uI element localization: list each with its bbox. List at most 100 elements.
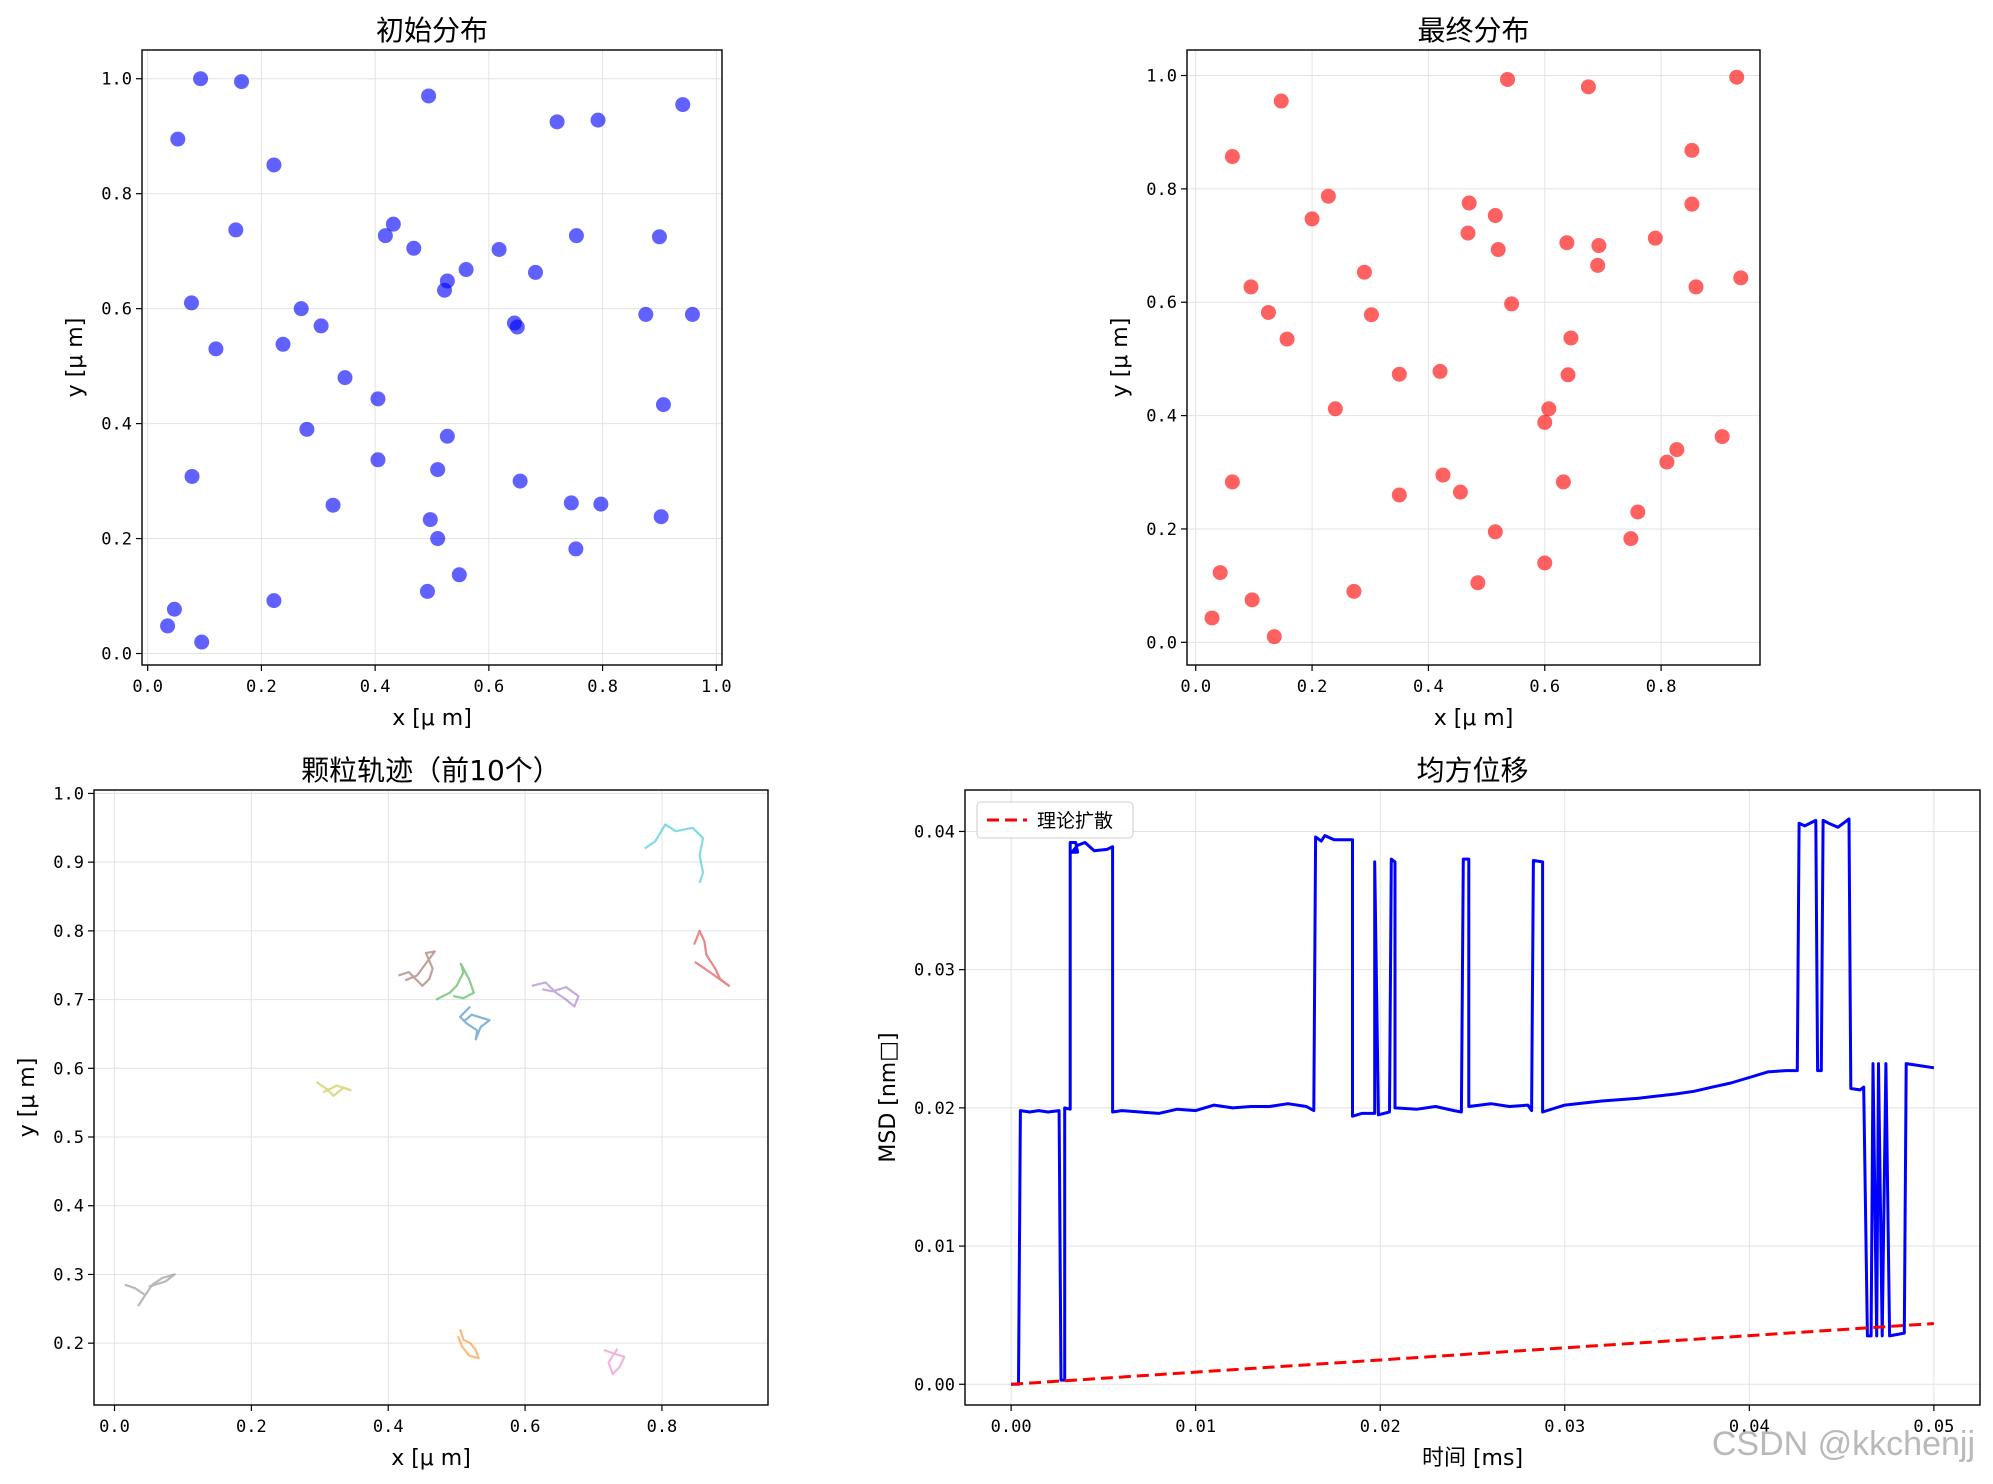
data-point xyxy=(1560,367,1576,383)
data-point xyxy=(1504,296,1520,312)
x-tick-label: 0.0 xyxy=(132,677,163,697)
data-point xyxy=(1260,304,1276,320)
data-point xyxy=(1391,366,1407,382)
x-tick-label: 0.05 xyxy=(1913,1417,1954,1437)
data-point xyxy=(549,114,565,130)
data-point xyxy=(1224,149,1240,165)
chart-2: 0.0 0.2 0.4 0.6 0.8 0.0 0.2 0.4 0.6 0.8 1.0 最终分布 x [… xyxy=(1108,14,1761,731)
x-tick-label: 0.2 xyxy=(236,1417,267,1437)
chart-title: 初始分布 xyxy=(376,14,488,47)
data-point xyxy=(166,601,182,617)
trajectory-particle-4 xyxy=(693,929,731,987)
data-point xyxy=(1490,242,1506,258)
y-tick-label: 0.4 xyxy=(53,1197,84,1217)
y-axis-label: y [μ m] xyxy=(15,1058,40,1138)
y-tick-label: 0.8 xyxy=(1146,180,1177,200)
y-tick-label: 0.2 xyxy=(1146,520,1177,540)
x-tick-label: 0.6 xyxy=(474,677,505,697)
x-tick-label: 0.2 xyxy=(1297,677,1328,697)
y-tick-label: 0.02 xyxy=(914,1099,955,1119)
data-point xyxy=(430,531,446,547)
data-point xyxy=(1212,565,1228,581)
data-point xyxy=(1500,71,1516,87)
data-point xyxy=(183,295,199,311)
data-point xyxy=(193,71,209,87)
data-point xyxy=(1204,610,1220,626)
data-point xyxy=(439,428,455,444)
data-point xyxy=(1684,196,1700,212)
chart-3: 0.0 0.2 0.4 0.6 0.8 0.2 0.3 0.4 0.5 0.6 0.7 0.8 0.9 1… xyxy=(15,754,769,1471)
y-axis-label: y [μ m] xyxy=(1108,318,1133,398)
x-axis-label: x [μ m] xyxy=(1434,706,1514,731)
data-point xyxy=(593,496,609,512)
data-point xyxy=(458,262,474,278)
y-tick-label: 0.3 xyxy=(53,1265,84,1285)
data-point xyxy=(385,216,401,232)
legend-box xyxy=(976,801,1134,839)
data-point xyxy=(1580,79,1596,95)
data-point xyxy=(1363,307,1379,323)
data-point xyxy=(1684,142,1700,158)
legend-label: 理论扩散 xyxy=(1037,810,1113,832)
data-point xyxy=(170,131,186,147)
data-point xyxy=(266,593,282,609)
data-point xyxy=(675,97,691,113)
data-point xyxy=(1537,555,1553,571)
chart-4: 0.00 0.01 0.02 0.03 0.04 0.05 0.00 0.01 0.02 0.03… xyxy=(876,754,1981,1471)
x-tick-label: 0.8 xyxy=(587,677,618,697)
data-point xyxy=(194,634,210,650)
data-point xyxy=(430,462,446,478)
plot-area xyxy=(124,823,731,1376)
data-point xyxy=(1356,264,1372,280)
x-tick-label: 0.8 xyxy=(647,1417,678,1437)
x-tick-label: 0.2 xyxy=(246,677,277,697)
data-point xyxy=(228,222,244,238)
y-tick-label: 0.0 xyxy=(1146,633,1177,653)
data-point xyxy=(275,336,291,352)
plot-area xyxy=(1204,69,1749,645)
trajectory-particle-8 xyxy=(124,1273,176,1307)
y-tick-label: 1.0 xyxy=(53,784,84,804)
data-point xyxy=(1461,195,1477,211)
data-point xyxy=(451,567,467,583)
data-point xyxy=(1733,270,1749,286)
data-point xyxy=(653,509,669,525)
x-tick-label: 0.4 xyxy=(360,677,391,697)
data-point xyxy=(590,112,606,128)
data-point xyxy=(1304,211,1320,227)
x-tick-label: 0.0 xyxy=(99,1417,130,1437)
y-tick-label: 0.2 xyxy=(101,530,132,550)
trajectory-particle-1 xyxy=(459,1005,491,1041)
data-point xyxy=(160,618,176,634)
data-point xyxy=(1647,230,1663,246)
y-tick-label: 0.01 xyxy=(914,1237,955,1257)
y-axis-label: y [μ m] xyxy=(63,318,88,398)
y-axis-label: MSD [nm□] xyxy=(876,1032,901,1162)
y-tick-label: 0.6 xyxy=(1146,293,1177,313)
plot-area xyxy=(1011,817,1935,1386)
chart-title: 颗粒轨迹（前10个） xyxy=(301,754,561,787)
data-point xyxy=(512,473,528,489)
y-tick-label: 0.6 xyxy=(53,1059,84,1079)
data-point xyxy=(234,74,250,90)
data-point xyxy=(1391,487,1407,503)
data-point xyxy=(1487,524,1503,540)
trajectory-particle-5 xyxy=(531,981,580,1008)
axes-frame xyxy=(1186,49,1761,666)
data-point xyxy=(437,282,453,298)
axes-frame xyxy=(964,789,1981,1406)
axes-frame xyxy=(93,789,769,1406)
x-tick-label: 0.6 xyxy=(1529,677,1560,697)
y-tick-label: 0.4 xyxy=(101,415,132,435)
y-tick-label: 0.5 xyxy=(53,1128,84,1148)
x-tick-label: 1.0 xyxy=(701,677,732,697)
data-point xyxy=(655,397,671,413)
y-tick-label: 0.2 xyxy=(53,1334,84,1354)
chart-title: 均方位移 xyxy=(1416,754,1528,787)
y-tick-label: 0.7 xyxy=(53,991,84,1011)
data-point xyxy=(509,319,525,335)
data-point xyxy=(563,495,579,511)
y-tick-label: 0.4 xyxy=(1146,407,1177,427)
x-axis-label: 时间 [ms] xyxy=(1422,1446,1523,1471)
data-point xyxy=(1244,592,1260,608)
